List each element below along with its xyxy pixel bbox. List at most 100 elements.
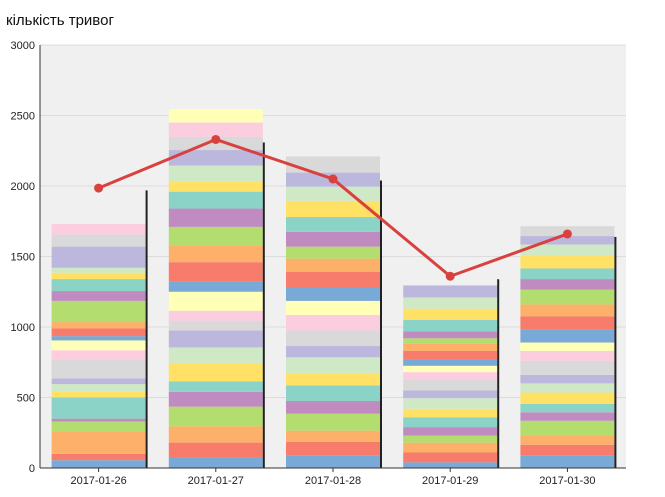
bar-segment: [168, 426, 263, 443]
bar-segment: [520, 435, 615, 445]
bar-segment: [286, 346, 380, 358]
bar-shadow: [262, 142, 265, 468]
bar-segment: [168, 362, 263, 382]
bar-segment: [51, 397, 146, 419]
bar-segment: [286, 217, 380, 232]
bar-segment: [286, 200, 380, 218]
bar-segment: [51, 340, 146, 351]
y-tick-label: 2000: [11, 181, 35, 193]
bar-segment: [51, 378, 146, 385]
bar-segment: [51, 391, 146, 398]
bar-segment: [520, 329, 615, 343]
bar-segment: [520, 236, 615, 245]
bar-segment: [286, 231, 380, 247]
bar-segment: [403, 331, 498, 339]
bar-segment: [520, 412, 615, 421]
bar-segment: [286, 300, 380, 316]
bar-segment: [168, 391, 263, 407]
bar-segment: [286, 430, 380, 442]
line-point: [211, 134, 221, 144]
bar-segment: [51, 418, 146, 422]
bar-segment: [51, 224, 146, 235]
bar-segment: [520, 304, 615, 317]
bar-segment: [520, 289, 615, 305]
bar-shadow: [497, 279, 500, 468]
chart-title: кількість тривог: [6, 12, 114, 29]
bar-segment: [520, 268, 615, 280]
bar-segment: [403, 308, 498, 320]
y-tick-label: 1500: [11, 252, 35, 264]
bar-segment: [520, 316, 615, 330]
x-tick-label: 2017-01-27: [188, 475, 244, 487]
y-tick-label: 3000: [11, 40, 35, 52]
bar-segment: [403, 359, 498, 366]
bar-segment: [286, 455, 380, 468]
bar-segment: [168, 208, 263, 227]
bar-segment: [168, 330, 263, 348]
bar-segment: [286, 372, 380, 386]
bar-segment: [520, 455, 615, 468]
bar-segment: [51, 336, 146, 341]
bar-segment: [403, 350, 498, 360]
bar-segment: [403, 297, 498, 309]
bar-segment: [168, 347, 263, 363]
bar-segment: [403, 417, 498, 428]
bar-segment: [520, 342, 615, 351]
bar-segment: [286, 156, 380, 173]
bar-segment: [168, 381, 263, 392]
bar-segment: [286, 357, 380, 373]
bar-segment: [403, 398, 498, 409]
x-tick-label: 2017-01-30: [539, 475, 595, 487]
bar-segment: [168, 191, 263, 209]
bar-segment: [168, 165, 263, 182]
bar-segment: [286, 441, 380, 456]
bar-segment: [520, 360, 615, 375]
bar-segment: [520, 444, 615, 456]
bar-segment: [520, 255, 615, 269]
x-tick-label: 2017-01-28: [305, 475, 361, 487]
bar-segment: [403, 319, 498, 332]
bar-segment: [403, 462, 498, 468]
bar-segment: [403, 365, 498, 373]
bar-segment: [51, 272, 146, 280]
bar-segment: [51, 350, 146, 361]
bar-segment: [51, 267, 146, 273]
bar-segment: [51, 322, 146, 329]
bar-segment: [168, 281, 263, 292]
bar-segment: [168, 245, 263, 263]
line-point: [562, 229, 572, 239]
bar-segment: [403, 427, 498, 436]
bar-segment: [520, 244, 615, 256]
bar-segment: [168, 320, 263, 331]
bar-segment: [168, 457, 263, 468]
bar-segment: [520, 403, 615, 413]
bar-segment: [403, 343, 498, 351]
bar-segment: [51, 328, 146, 337]
bar-segment: [286, 287, 380, 301]
bar-segment: [168, 181, 263, 192]
bar-segment: [403, 435, 498, 443]
bar-segment: [286, 413, 380, 431]
bar-segment: [286, 272, 380, 288]
bar-segment: [403, 442, 498, 453]
bar-segment: [168, 310, 263, 321]
bar-shadow: [614, 236, 617, 468]
bar-shadow: [380, 180, 382, 469]
bar-segment: [168, 122, 263, 137]
x-tick-label: 2017-01-26: [70, 475, 126, 487]
bar-segment: [520, 420, 615, 436]
bar-segment: [403, 379, 498, 391]
bar-segment: [51, 300, 146, 323]
bar-segment: [286, 385, 380, 402]
y-tick-label: 0: [29, 463, 35, 475]
bar-segment: [51, 421, 146, 432]
bar-segment: [520, 392, 615, 404]
y-tick-label: 2500: [11, 111, 35, 123]
bar-segment: [168, 109, 263, 123]
bar-segment: [51, 384, 146, 392]
bar-segment: [403, 390, 498, 399]
bar-segment: [403, 408, 498, 418]
bar-segment: [168, 150, 263, 166]
bar-segment: [51, 460, 146, 468]
